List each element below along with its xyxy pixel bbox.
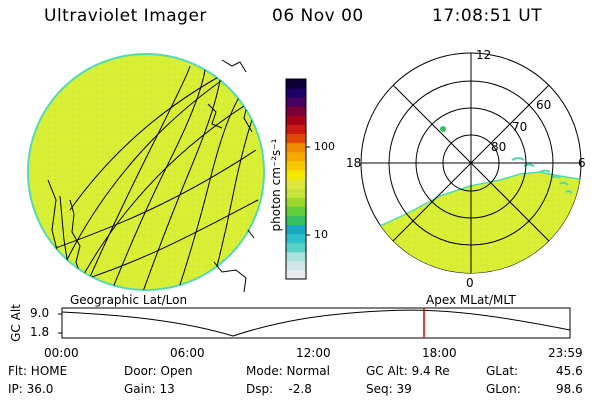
app-title: Ultraviolet Imager (44, 6, 207, 26)
color-scale-step (286, 124, 306, 135)
color-scale-step (286, 115, 306, 125)
apex-polar-plot (360, 52, 582, 274)
mlt-label-12: 12 (476, 48, 492, 62)
colorbar-unit-label: photon cm⁻²s⁻¹ (269, 138, 283, 232)
gc-alt-status: GC Alt: 9.4 Re (366, 364, 450, 378)
lat-label-70: 70 (512, 120, 528, 134)
polar-emission-spot (440, 126, 446, 132)
dsp-status: Dsp: -2.8 (246, 382, 312, 396)
color-scale-frame (285, 78, 307, 280)
xtick-label-1200: 12:00 (296, 346, 331, 360)
mode-status: Mode: Normal (246, 364, 330, 378)
orbit-plot-frame (61, 307, 571, 339)
polar-axis-diagonal-b (392, 84, 550, 242)
color-scale-step (286, 106, 306, 116)
coastline-outer (213, 59, 255, 293)
color-scale-step (286, 88, 306, 98)
color-scale-step (286, 97, 306, 107)
emission-fragments (511, 157, 573, 194)
glon-value: 98.6 (556, 382, 583, 396)
xtick-label-1800: 18:00 (422, 346, 457, 360)
color-scale-step (286, 142, 306, 153)
lat-label-60: 60 (536, 98, 552, 112)
color-scale-step (286, 179, 306, 189)
ip-status: IP: 36.0 (8, 382, 54, 396)
color-scale-step (286, 269, 306, 280)
geographic-map (27, 53, 265, 293)
mlt-label-6: 6 (578, 156, 586, 170)
xtick-label-0600: 06:00 (170, 346, 205, 360)
color-scale-step (286, 197, 306, 207)
color-scale-step (286, 215, 306, 225)
color-scale-bar (286, 79, 306, 280)
observation-time: 17:08:51 UT (432, 6, 543, 26)
observation-date: 06 Nov 00 (272, 6, 364, 26)
colorbar-tick-100: 100 (314, 140, 335, 153)
glat-value: 45.6 (556, 364, 583, 378)
seq-status: Seq: 39 (366, 382, 412, 396)
glon-label: GLon: (486, 382, 521, 396)
mlt-label-0: 0 (466, 276, 474, 290)
door-status: Door: Open (124, 364, 193, 378)
glat-label: GLat: (486, 364, 519, 378)
geographic-panel-title: Geographic Lat/Lon (70, 293, 188, 307)
color-scale-step (286, 151, 306, 162)
gain-status: Gain: 13 (124, 382, 175, 396)
xtick-label-0000: 00:00 (44, 346, 79, 360)
altitude-curve (61, 309, 571, 337)
orbit-altitude-panel (58, 307, 571, 339)
color-scale-step (286, 242, 306, 253)
color-scale-step (286, 224, 306, 235)
color-scale-step (286, 206, 306, 216)
mlt-label-18: 18 (346, 156, 362, 170)
colorbar-tick-10: 10 (314, 228, 328, 241)
earth-emission-disc (27, 53, 265, 291)
gc-alt-axis-label: GC Alt (9, 304, 23, 342)
xtick-label-2359: 23:59 (548, 346, 583, 360)
color-scale-step (286, 133, 306, 144)
lat-lon-grid (49, 59, 261, 290)
color-scale-step (286, 233, 306, 244)
color-scale-step (286, 188, 306, 198)
color-scale-step (286, 251, 306, 262)
color-scale-step (286, 169, 306, 180)
flight-status: Flt: HOME (8, 364, 68, 378)
color-scale-step (286, 260, 306, 271)
apex-panel-title: Apex MLat/MLT (426, 293, 516, 307)
color-scale-step (286, 79, 306, 89)
ytick-label-9: 9.0 (30, 306, 50, 320)
color-scale-step (286, 160, 306, 171)
ytick-label-1-8: 1.8 (30, 325, 50, 339)
lat-label-80: 80 (491, 140, 507, 154)
